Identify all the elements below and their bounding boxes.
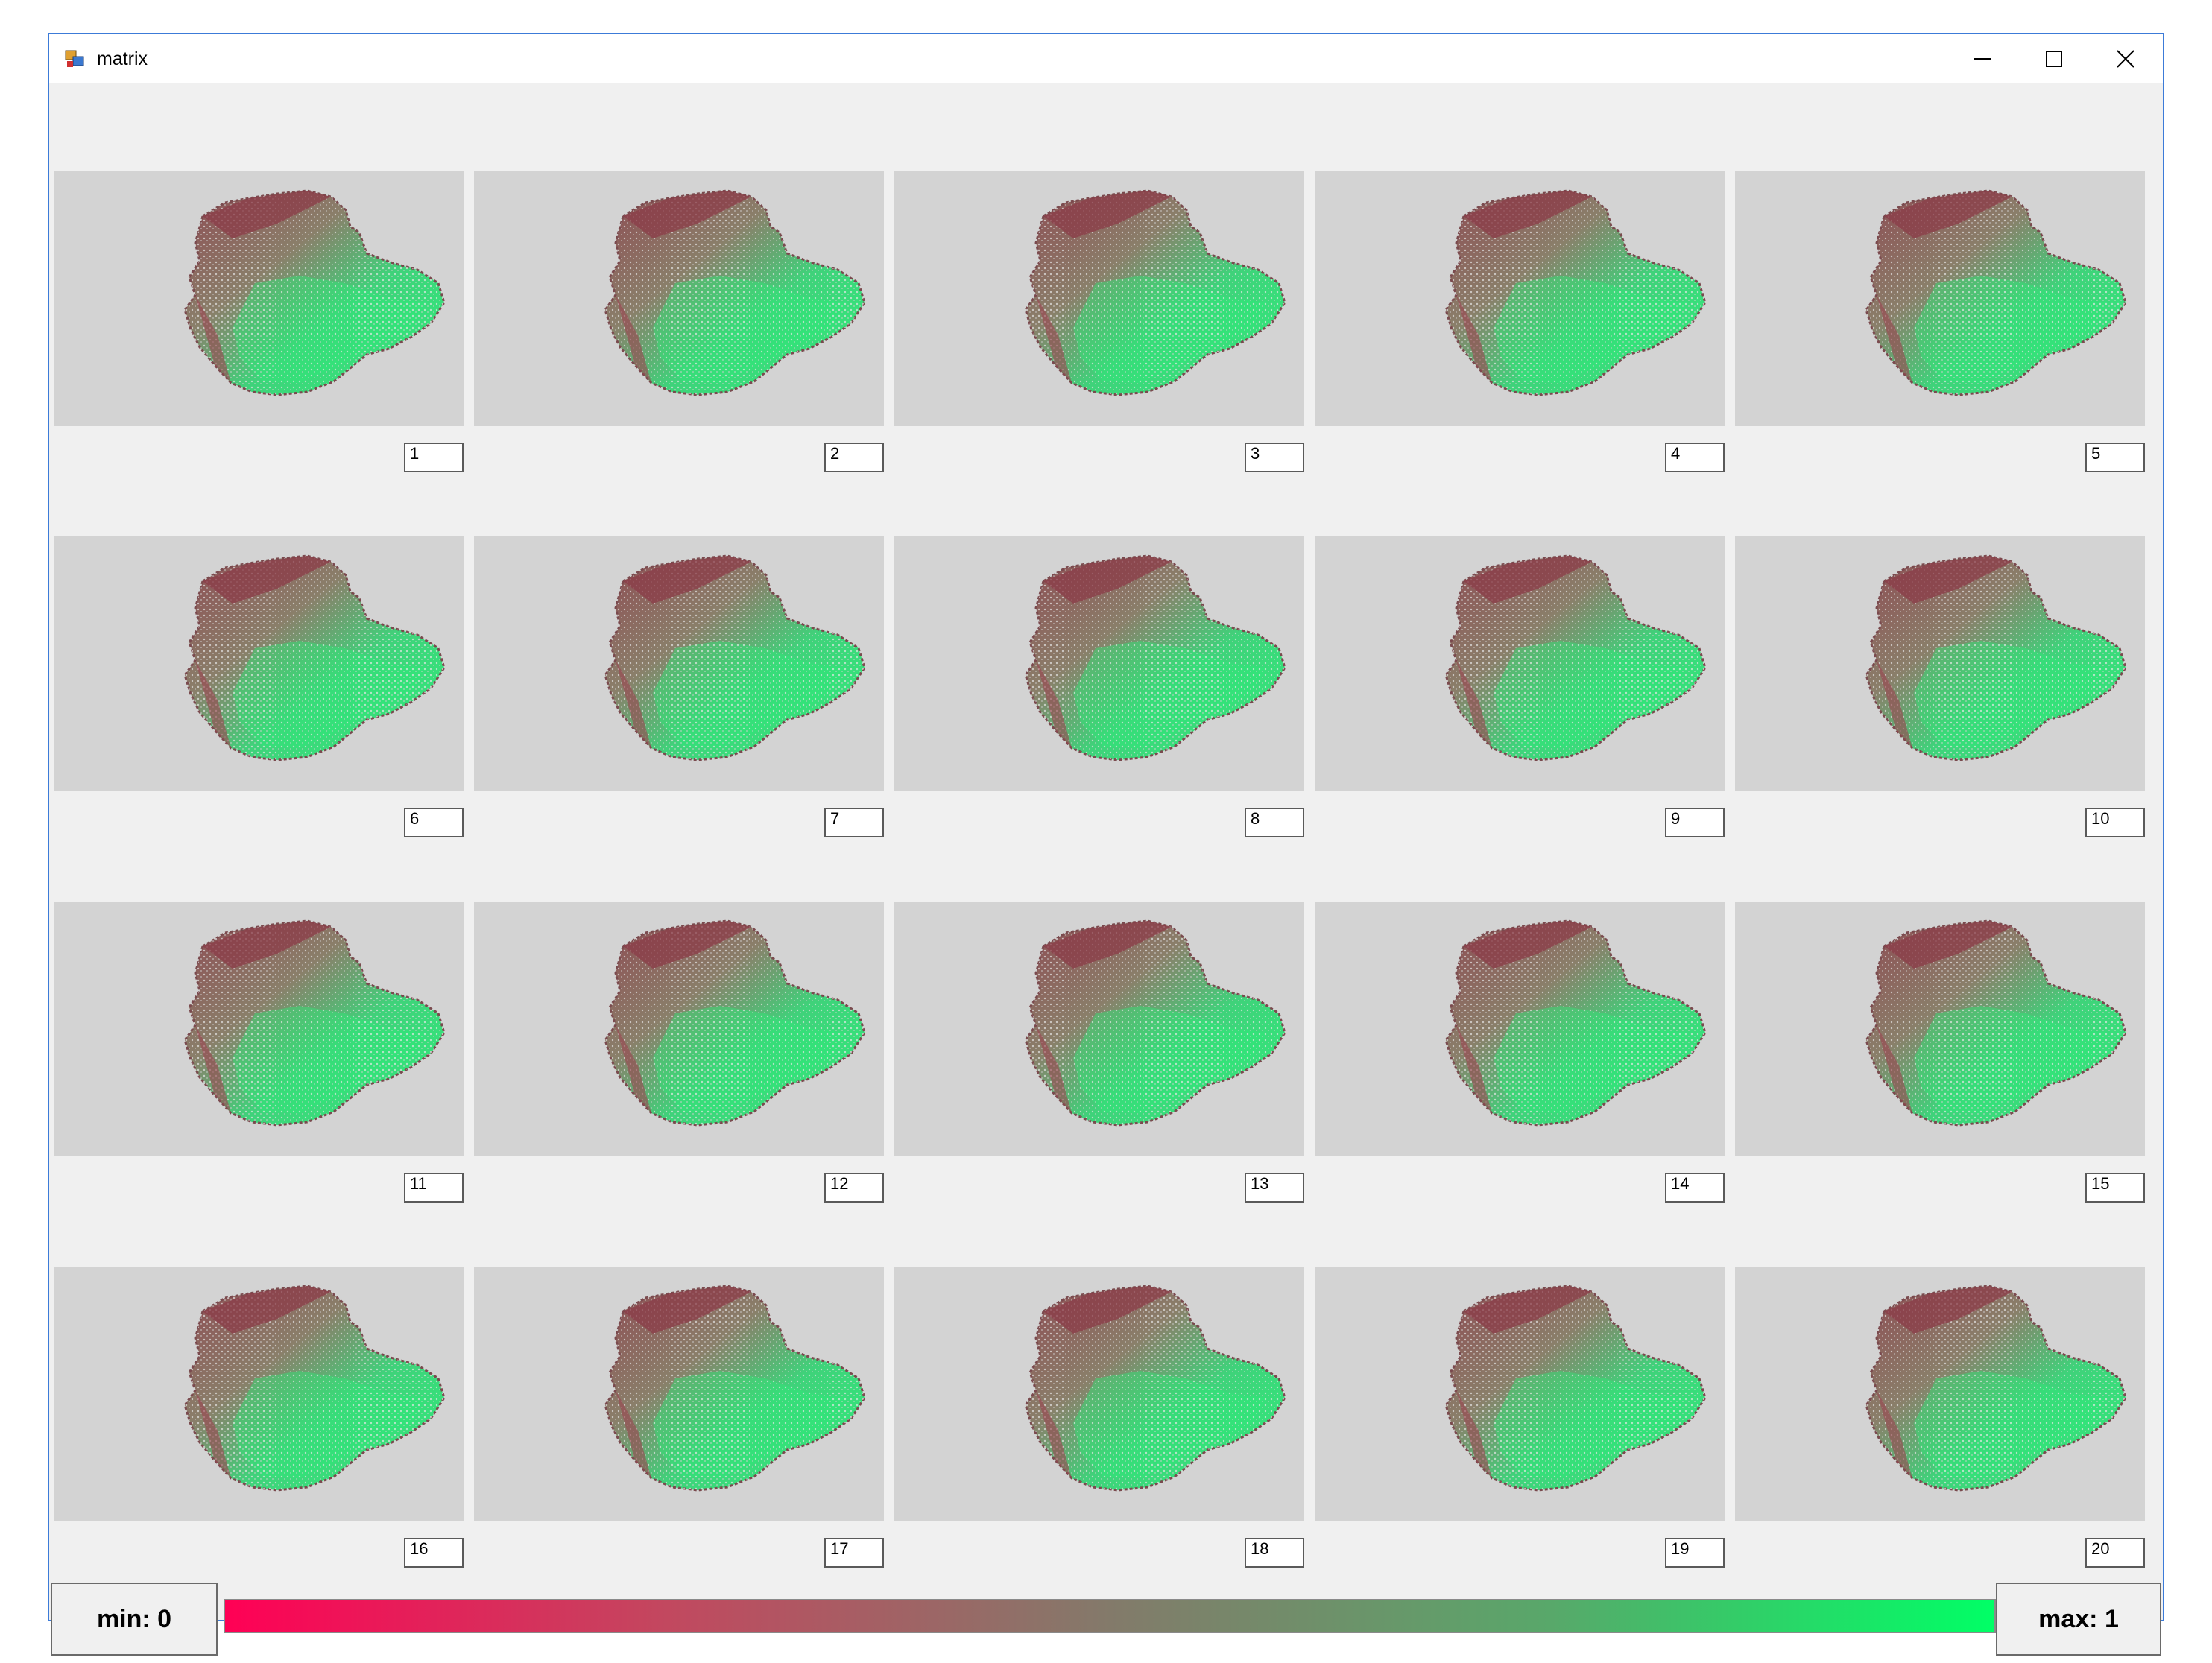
region-map-image (1444, 189, 1707, 396)
region-map-image (604, 919, 866, 1127)
map-image-panel[interactable] (54, 902, 464, 1156)
map-cell: 7 (474, 536, 884, 902)
region-map-image (604, 554, 866, 761)
cell-index-field[interactable]: 11 (404, 1173, 464, 1203)
cell-index-field[interactable]: 4 (1665, 443, 1725, 472)
region-map-image (1865, 554, 2127, 761)
region-map-image (183, 1285, 446, 1492)
cell-index-field[interactable]: 10 (2085, 808, 2145, 837)
close-button[interactable] (2090, 34, 2161, 83)
cell-index-field[interactable]: 6 (404, 808, 464, 837)
map-image-panel[interactable] (1735, 536, 2145, 791)
close-icon (2117, 50, 2134, 68)
cell-index-field[interactable]: 14 (1665, 1173, 1725, 1203)
region-map-image (1444, 554, 1707, 761)
map-cell: 19 (1315, 1267, 1725, 1632)
map-cell: 4 (1315, 171, 1725, 536)
title-bar[interactable]: matrix (49, 34, 2163, 83)
region-map-image (1024, 1285, 1286, 1492)
region-map-image (1865, 189, 2127, 396)
map-cell: 18 (894, 1267, 1304, 1632)
cell-index-field[interactable]: 5 (2085, 443, 2145, 472)
map-cell: 1 (54, 171, 464, 536)
map-cell: 16 (54, 1267, 464, 1632)
window-title: matrix (97, 48, 148, 69)
color-scale-bar (224, 1599, 1996, 1633)
map-cell: 5 (1735, 171, 2145, 536)
region-map-image (604, 1285, 866, 1492)
region-map-image (1024, 189, 1286, 396)
cell-index-field[interactable]: 15 (2085, 1173, 2145, 1203)
region-map-image (183, 919, 446, 1127)
minimize-button[interactable] (1947, 34, 2018, 83)
minimize-icon (1974, 58, 1991, 60)
region-map-image (183, 554, 446, 761)
client-area: 1 2 3 4 5 6 7 8 9 10 11 12 13 14 15 16 17 18 19 20 min: 0 m… (49, 83, 2163, 1656)
map-image-panel[interactable] (1315, 536, 1725, 791)
region-map-image (1444, 1285, 1707, 1492)
legend-min-label: min: 0 (51, 1583, 218, 1656)
cell-index-field[interactable]: 3 (1245, 443, 1304, 472)
cell-index-field[interactable]: 13 (1245, 1173, 1304, 1203)
map-image-panel[interactable] (1315, 171, 1725, 426)
region-map-image (1865, 919, 2127, 1127)
map-image-panel[interactable] (1735, 171, 2145, 426)
map-image-panel[interactable] (894, 902, 1304, 1156)
cell-index-field[interactable]: 18 (1245, 1538, 1304, 1568)
map-image-panel[interactable] (474, 902, 884, 1156)
cell-index-field[interactable]: 12 (824, 1173, 884, 1203)
map-cell: 9 (1315, 536, 1725, 902)
map-image-panel[interactable] (1315, 1267, 1725, 1521)
app-icon (65, 50, 84, 67)
map-cell: 6 (54, 536, 464, 902)
map-image-panel[interactable] (1735, 902, 2145, 1156)
map-image-panel[interactable] (54, 171, 464, 426)
map-cell: 15 (1735, 902, 2145, 1267)
cell-index-field[interactable]: 7 (824, 808, 884, 837)
map-cell: 10 (1735, 536, 2145, 902)
region-map-image (1444, 919, 1707, 1127)
region-map-image (1024, 554, 1286, 761)
map-cell: 11 (54, 902, 464, 1267)
region-map-image (1024, 919, 1286, 1127)
map-cell: 13 (894, 902, 1304, 1267)
cell-index-field[interactable]: 19 (1665, 1538, 1725, 1568)
cell-index-field[interactable]: 20 (2085, 1538, 2145, 1568)
map-cell: 8 (894, 536, 1304, 902)
map-image-panel[interactable] (474, 1267, 884, 1521)
maximize-button[interactable] (2018, 34, 2090, 83)
map-cell: 2 (474, 171, 884, 536)
map-cell: 3 (894, 171, 1304, 536)
map-grid: 1 2 3 4 5 6 7 8 9 10 11 12 13 14 15 16 17 18 19 20 (54, 171, 2145, 1632)
map-image-panel[interactable] (1735, 1267, 2145, 1521)
cell-index-field[interactable]: 2 (824, 443, 884, 472)
cell-index-field[interactable]: 16 (404, 1538, 464, 1568)
map-cell: 20 (1735, 1267, 2145, 1632)
map-cell: 14 (1315, 902, 1725, 1267)
map-image-panel[interactable] (54, 1267, 464, 1521)
region-map-image (604, 189, 866, 396)
map-image-panel[interactable] (474, 536, 884, 791)
region-map-image (183, 189, 446, 396)
cell-index-field[interactable]: 9 (1665, 808, 1725, 837)
map-cell: 12 (474, 902, 884, 1267)
map-image-panel[interactable] (894, 1267, 1304, 1521)
cell-index-field[interactable]: 1 (404, 443, 464, 472)
map-cell: 17 (474, 1267, 884, 1632)
map-image-panel[interactable] (894, 536, 1304, 791)
maximize-icon (2046, 51, 2062, 67)
map-image-panel[interactable] (54, 536, 464, 791)
map-image-panel[interactable] (474, 171, 884, 426)
map-image-panel[interactable] (894, 171, 1304, 426)
app-window: matrix 1 2 3 4 5 6 7 8 9 10 11 12 13 14 15 16 17 18 19 20 m… (48, 33, 2164, 1656)
cell-index-field[interactable]: 8 (1245, 808, 1304, 837)
cell-index-field[interactable]: 17 (824, 1538, 884, 1568)
map-image-panel[interactable] (1315, 902, 1725, 1156)
legend-max-label: max: 1 (1996, 1583, 2161, 1656)
region-map-image (1865, 1285, 2127, 1492)
